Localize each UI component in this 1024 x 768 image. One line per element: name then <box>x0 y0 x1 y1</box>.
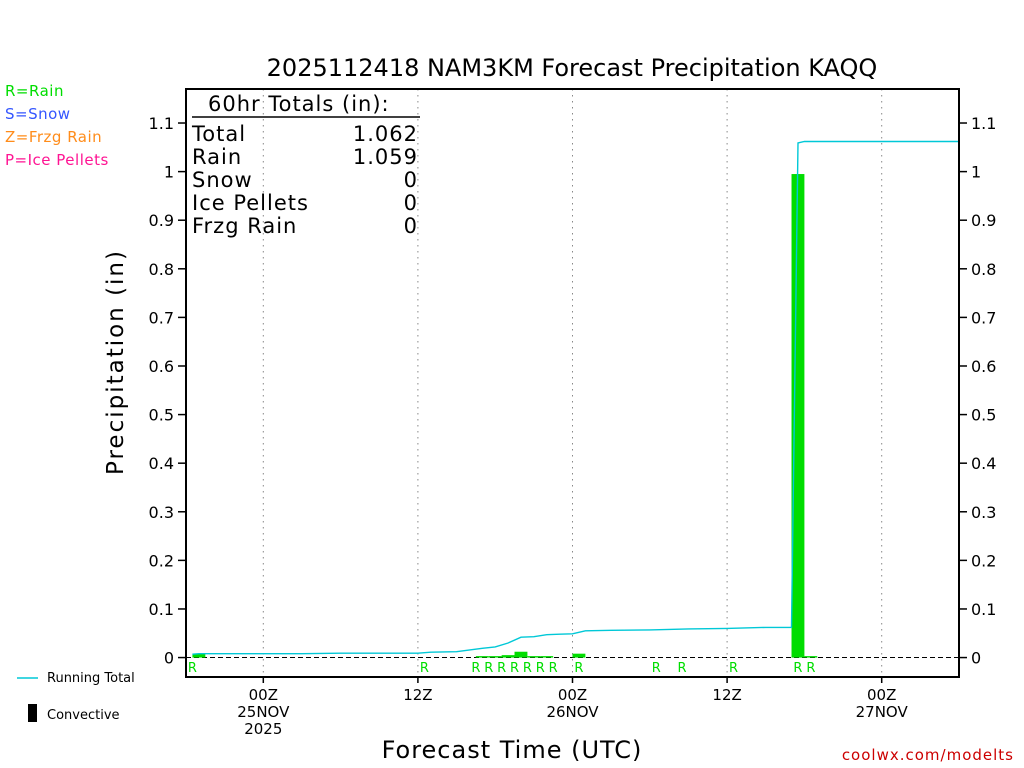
y-tick-label: 0.3 <box>149 503 174 522</box>
y-tick-label: 1.1 <box>149 114 174 133</box>
running-total-line <box>192 140 959 655</box>
y-tick-label-right: 0 <box>971 649 981 668</box>
y-tick-label-right: 0.6 <box>971 357 996 376</box>
ptype-legend-item: R=Rain <box>5 82 64 100</box>
running-total-layer <box>192 140 959 655</box>
totals-rows: Total 1.062 Rain 1.059 Snow 0 Ice Pellets 0 Frzg… <box>191 122 418 238</box>
y-tick-label: 0.2 <box>149 551 174 570</box>
ptype-mark: R <box>574 661 583 676</box>
totals-row-label: Frzg Rain <box>192 214 297 238</box>
y-tick-label: 0.9 <box>149 211 174 230</box>
x-tick-label: 00Z <box>867 686 896 704</box>
totals-row-value: 1.062 <box>353 122 418 146</box>
y-tick-label-right: 0.9 <box>971 211 996 230</box>
x-tick-label: 27NOV <box>856 703 909 721</box>
totals-row-value: 0 <box>404 168 418 192</box>
ptype-mark: R <box>536 661 545 676</box>
running-total-legend-label: Running Total <box>47 671 135 686</box>
y-tick-label: 0.4 <box>149 454 174 473</box>
x-tick-label: 2025 <box>244 720 282 738</box>
x-tick-label: 00Z <box>249 686 278 704</box>
y-tick-label: 0.7 <box>149 308 174 327</box>
x-tick-label: 00Z <box>558 686 587 704</box>
x-tick-label: 12Z <box>403 686 432 704</box>
precip-bar <box>791 174 805 658</box>
totals-row-label: Total <box>191 122 246 146</box>
ptype-legend-item: P=Ice Pellets <box>5 151 109 169</box>
ptype-mark: R <box>484 661 493 676</box>
totals-row-value: 1.059 <box>353 145 418 169</box>
x-axis-label: Forecast Time (UTC) <box>382 736 643 764</box>
grid-lines <box>186 89 959 677</box>
y-tick-label-right: 0.4 <box>971 454 996 473</box>
precip-bar <box>488 656 502 658</box>
precip-bar <box>514 651 528 658</box>
y-tick-label-right: 0.8 <box>971 260 996 279</box>
ptype-mark: R <box>729 661 738 676</box>
y-axis: 0 00.1 0.10.2 0.20.3 0.30.4 0.40.5 0.50.6 0.60.… <box>149 114 997 668</box>
totals-box: 60hr Totals (in): Total 1.062 Rain 1.059 Sno… <box>191 92 420 238</box>
totals-row-label: Ice Pellets <box>192 191 309 215</box>
precip-bar <box>540 656 554 658</box>
totals-row-label: Snow <box>192 168 253 192</box>
precip-bar <box>501 655 515 658</box>
y-tick-label-right: 0.5 <box>971 406 996 425</box>
y-tick-label-right: 0.1 <box>971 600 996 619</box>
totals-row-label: Rain <box>192 145 242 169</box>
y-tick-label-right: 0.2 <box>971 551 996 570</box>
totals-header: 60hr Totals (in): <box>208 92 390 116</box>
totals-row-value: 0 <box>404 214 418 238</box>
x-tick-label: 12Z <box>712 686 741 704</box>
y-tick-label-right: 1.1 <box>971 114 996 133</box>
x-tick-label: 25NOV <box>237 703 290 721</box>
series-legend: Running Total Convective <box>17 671 135 723</box>
y-tick-label-right: 0.7 <box>971 308 996 327</box>
ptype-legend-item: S=Snow <box>5 105 71 123</box>
ptype-mark: R <box>523 661 532 676</box>
credit-text: coolwx.com/modelts <box>842 746 1014 764</box>
precip-bar <box>192 653 206 658</box>
y-tick-label: 0.6 <box>149 357 174 376</box>
y-tick-label: 0.5 <box>149 406 174 425</box>
ptype-legend: R=Rain S=Snow Z=Frzg Rain P=Ice Pellets <box>5 82 109 169</box>
ptype-mark: R <box>549 661 558 676</box>
ptype-mark: R <box>510 661 519 676</box>
y-tick-label: 0.8 <box>149 260 174 279</box>
ptype-mark: R <box>652 661 661 676</box>
ptype-mark: R <box>793 661 802 676</box>
x-tick-label: 26NOV <box>546 703 599 721</box>
y-tick-label-right: 1 <box>971 163 981 182</box>
precip-bar <box>527 656 541 658</box>
convective-legend-swatch <box>28 704 37 722</box>
ptype-mark: R <box>471 661 480 676</box>
ptype-legend-item: Z=Frzg Rain <box>5 128 102 146</box>
ptype-mark: R <box>806 661 815 676</box>
y-tick-label: 0 <box>164 649 174 668</box>
y-tick-label: 0.1 <box>149 600 174 619</box>
ptype-mark: R <box>420 661 429 676</box>
ptype-mark: R <box>497 661 506 676</box>
totals-row-value: 0 <box>404 191 418 215</box>
bars <box>192 174 818 658</box>
ptype-mark: R <box>677 661 686 676</box>
chart-title: 2025112418 NAM3KM Forecast Precipitation… <box>267 54 878 82</box>
precip-bar <box>475 656 489 658</box>
y-axis-label: Precipitation (in) <box>103 249 129 475</box>
convective-legend-label: Convective <box>47 708 120 723</box>
ptype-mark: R <box>188 661 197 676</box>
y-tick-label: 1 <box>164 163 174 182</box>
precip-bar <box>804 656 818 658</box>
y-tick-label-right: 0.3 <box>971 503 996 522</box>
precip-bar <box>572 653 586 658</box>
